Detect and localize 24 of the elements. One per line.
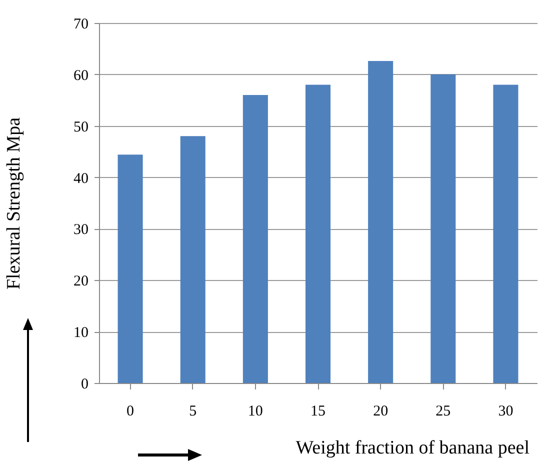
bar: [305, 84, 331, 383]
bar: [118, 154, 143, 383]
bar: [493, 84, 518, 383]
y-tick-label: 30: [74, 222, 88, 238]
y-tick-label: 10: [74, 325, 88, 342]
x-tick-label: 5: [189, 404, 197, 420]
x-tick-label: 20: [373, 404, 388, 420]
x-tick-label: 0: [126, 404, 134, 420]
x-tick-label: 25: [436, 404, 451, 420]
y-tick-label: 20: [74, 274, 88, 290]
bar: [180, 136, 206, 383]
x-tick-label: 30: [498, 404, 514, 420]
y-tick-label: 40: [74, 170, 88, 187]
y-tick-label: 50: [74, 119, 88, 136]
y-tick-label: 0: [81, 376, 88, 392]
y-axis-title: Flexural Strength Mpa: [4, 116, 24, 290]
bar: [430, 74, 456, 383]
x-axis-title: Weight fraction of banana peel: [296, 438, 530, 458]
y-tick-label: 70: [74, 16, 88, 32]
x-tick-label: 15: [310, 404, 326, 420]
y-tick-label: 60: [74, 68, 88, 84]
bar: [368, 61, 394, 383]
bar: [242, 95, 268, 383]
x-tick-label: 10: [248, 404, 263, 420]
